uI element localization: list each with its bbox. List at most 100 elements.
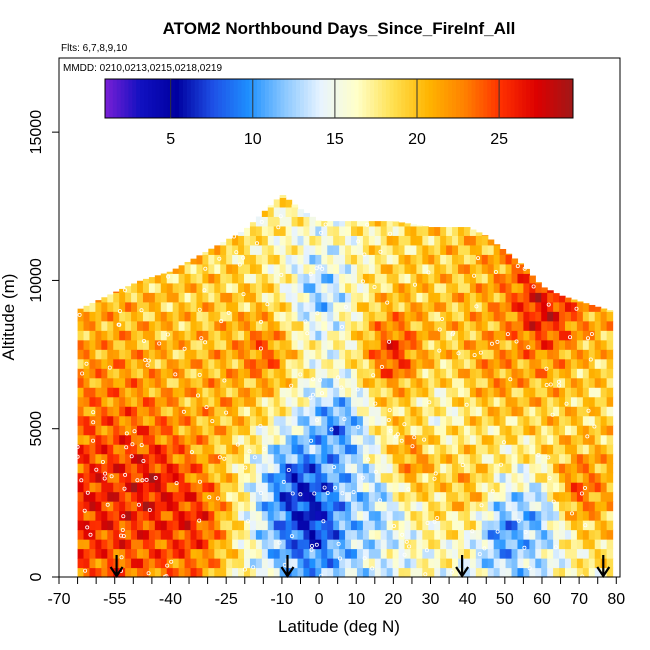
heatmap-cell [576, 311, 584, 322]
heatmap-cell [137, 280, 144, 284]
colorbar-swatch [518, 79, 523, 118]
heatmap-cell [422, 330, 429, 341]
heatmap-cell [570, 396, 578, 407]
heatmap-cell [297, 539, 305, 550]
heatmap-cell [131, 320, 138, 331]
heatmap-cell [309, 330, 316, 341]
heatmap-cell [148, 277, 156, 284]
heatmap-cell [600, 311, 608, 322]
heatmap-cell [202, 539, 209, 550]
heatmap-cell [345, 221, 352, 227]
colorbar-swatch [319, 79, 324, 118]
heatmap-cell [273, 558, 281, 569]
heatmap-cell [481, 453, 489, 464]
heatmap-cell [249, 358, 257, 369]
heatmap-cell [303, 567, 310, 578]
heatmap-cell [594, 548, 602, 559]
heatmap-cell [137, 339, 144, 350]
x-tick-label: 50 [496, 591, 514, 608]
heatmap-cell [261, 501, 269, 512]
colorbar-swatch [229, 79, 235, 118]
heatmap-cell [303, 282, 310, 293]
track-point [135, 478, 140, 483]
heatmap-cell [172, 491, 180, 502]
heatmap-cell [107, 387, 114, 398]
heatmap-cell [202, 358, 209, 369]
track-point [203, 266, 208, 271]
heatmap-cell [190, 501, 198, 512]
track-point [309, 438, 314, 443]
heatmap-cell [553, 539, 560, 550]
heatmap-cell [291, 406, 299, 417]
heatmap-cell [428, 558, 435, 569]
heatmap-cell [107, 349, 114, 360]
heatmap-cell [244, 548, 251, 559]
heatmap-cell [576, 501, 584, 512]
heatmap-cell [202, 567, 209, 578]
heatmap-cell [297, 415, 305, 426]
heatmap-cell [107, 491, 114, 502]
heatmap-cell [327, 330, 334, 341]
track-point [100, 459, 105, 464]
heatmap-cell [255, 320, 263, 331]
heatmap-cell [190, 482, 198, 493]
heatmap-cell [119, 415, 126, 426]
heatmap-cell [487, 387, 495, 398]
heatmap-cell [297, 558, 305, 569]
heatmap-cell [196, 255, 203, 265]
heatmap-cell [315, 396, 322, 407]
heatmap-cell [160, 273, 168, 284]
track-point [526, 345, 531, 350]
heatmap-cell [196, 406, 203, 417]
colorbar-swatch [300, 79, 305, 118]
track-point [437, 348, 442, 353]
heatmap-cell [511, 387, 519, 398]
heatmap-cell [297, 567, 305, 578]
heatmap-cell [303, 548, 310, 559]
heatmap-cell [255, 330, 263, 341]
heatmap-cell [493, 453, 501, 464]
track-point [337, 556, 342, 561]
heatmap-cell [267, 358, 275, 369]
heatmap-cell [535, 368, 542, 379]
heatmap-cell [83, 330, 91, 341]
colorbar-swatch [276, 79, 281, 118]
heatmap-cell [398, 520, 406, 531]
heatmap-cell [279, 491, 287, 502]
heatmap-cell [553, 520, 560, 531]
heatmap-cell [125, 396, 132, 407]
heatmap-cell [184, 539, 192, 550]
heatmap-cell [374, 282, 382, 293]
heatmap-cell [475, 330, 483, 341]
heatmap-cell [559, 301, 566, 312]
heatmap-cell [327, 358, 334, 369]
heatmap-cell [77, 558, 85, 569]
heatmap-cell [487, 482, 495, 493]
heatmap-cell [493, 539, 501, 550]
heatmap-cell [345, 225, 352, 236]
heatmap-cell [119, 425, 126, 436]
heatmap-cell [333, 282, 340, 293]
heatmap-cell [83, 548, 91, 559]
heatmap-cell [244, 244, 251, 255]
heatmap-cell [267, 558, 275, 569]
heatmap-cell [238, 463, 245, 474]
heatmap-cell [588, 463, 596, 474]
heatmap-cell [244, 406, 251, 417]
heatmap-cell [190, 463, 198, 474]
heatmap-cell [255, 254, 263, 265]
heatmap-cell [315, 548, 322, 559]
heatmap-cell [458, 529, 465, 540]
heatmap-cell [220, 406, 227, 417]
heatmap-cell [386, 396, 394, 407]
heatmap-cell [374, 358, 382, 369]
heatmap-cell [416, 434, 423, 445]
heatmap-cell [404, 282, 412, 293]
heatmap-cell [261, 415, 269, 426]
heatmap-cell [416, 282, 423, 293]
heatmap-cell [576, 434, 584, 445]
heatmap-cell [410, 406, 417, 417]
heatmap-cell [452, 339, 459, 350]
heatmap-cell [119, 548, 126, 559]
heatmap-cell [446, 434, 453, 445]
